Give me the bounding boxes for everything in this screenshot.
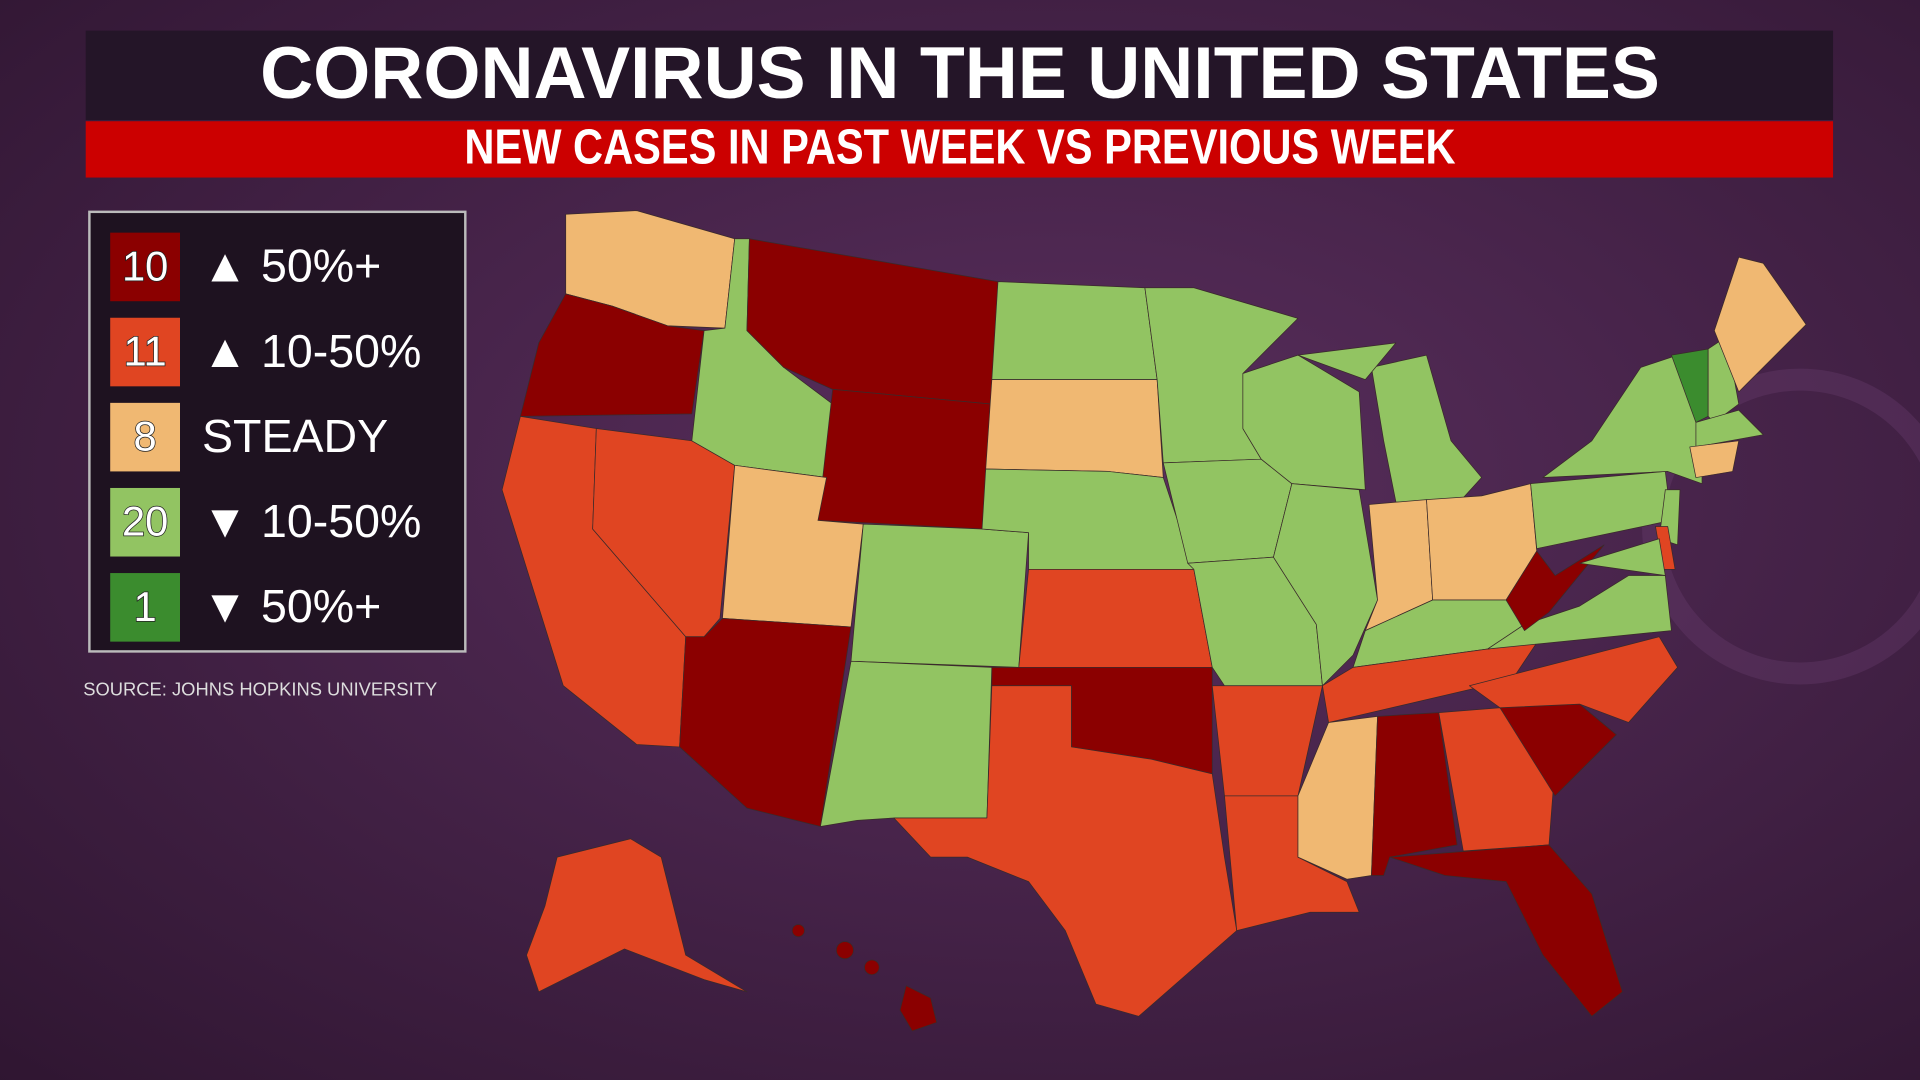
- state: [1371, 354, 1482, 505]
- legend-label: ▼ 50%+: [202, 580, 381, 632]
- legend: 10 ▲ 50%+ 11 ▲ 10-50% 8 STEADY 20 ▼ 10-50% 1 ▼ 50…: [110, 232, 421, 642]
- title: CORONAVIRUS IN THE UNITED STATES: [260, 31, 1660, 114]
- state: [1297, 342, 1397, 380]
- state: [850, 523, 1029, 668]
- state: [1469, 636, 1678, 723]
- state: [893, 685, 1238, 1017]
- state: [1579, 538, 1666, 576]
- state: [899, 985, 938, 1032]
- legend-swatch: [110, 573, 180, 642]
- state: [985, 379, 1164, 478]
- state: [991, 281, 1158, 380]
- legend-swatch: [110, 487, 180, 557]
- legend-count: 20: [122, 498, 168, 545]
- state: [817, 389, 993, 530]
- virus-decoration: [1642, 368, 1920, 685]
- state: [1389, 844, 1623, 1017]
- state: [1695, 409, 1764, 448]
- state: [1273, 483, 1378, 687]
- legend-label: ▼ 10-50%: [202, 495, 421, 547]
- title-bar: [85, 30, 1834, 121]
- legend-count: 11: [123, 327, 166, 374]
- state: [679, 618, 852, 827]
- legend-label: ▲ 10-50%: [202, 325, 421, 377]
- state: [526, 838, 748, 993]
- state: [864, 959, 880, 976]
- us-map: [501, 210, 1807, 1032]
- source: SOURCE: JOHNS HOPKINS UNIVERSITY: [83, 678, 437, 699]
- legend-label: ▲ 50%+: [202, 240, 381, 292]
- state: [1018, 569, 1213, 668]
- legend-count: 8: [134, 413, 157, 460]
- legend-count: 1: [134, 583, 157, 630]
- state: [820, 660, 993, 827]
- state: [1689, 440, 1740, 478]
- legend-count: 10: [122, 242, 168, 289]
- legend-swatch: [110, 317, 180, 387]
- legend-label: STEADY: [202, 410, 388, 462]
- state: [791, 924, 805, 938]
- subtitle: NEW CASES IN PAST WEEK VS PREVIOUS WEEK: [464, 119, 1455, 174]
- state: [520, 293, 705, 417]
- legend-swatch: [110, 402, 180, 472]
- legend-swatch: [110, 232, 180, 302]
- state: [835, 941, 854, 960]
- state: [1713, 256, 1807, 393]
- state: [1505, 544, 1605, 631]
- subtitle-bar: [85, 121, 1834, 178]
